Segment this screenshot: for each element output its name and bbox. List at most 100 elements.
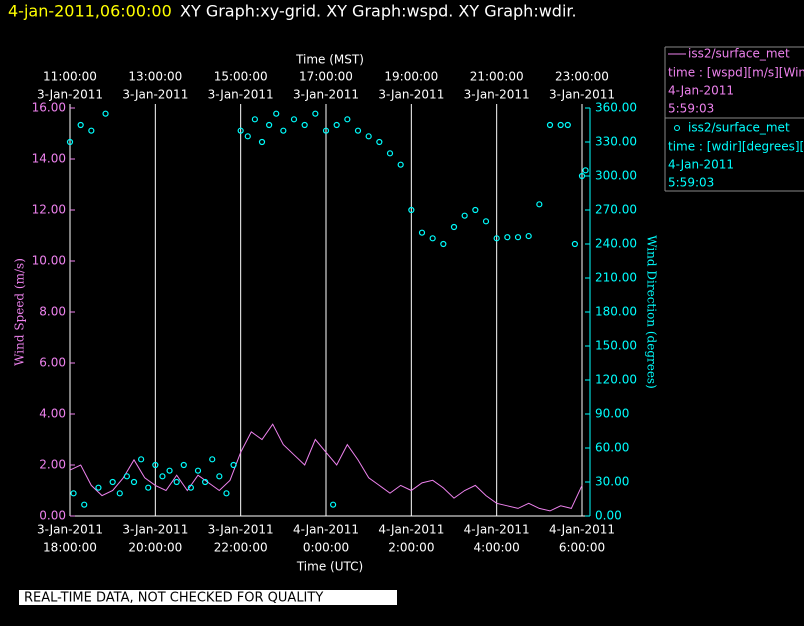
y2-tick-label: 300.00 bbox=[595, 169, 637, 183]
y-tick-label: 6.00 bbox=[39, 356, 66, 370]
y2-tick-label: 360.00 bbox=[595, 101, 637, 115]
wind-direction-point bbox=[440, 240, 447, 248]
wind-speed-line bbox=[69, 423, 583, 512]
y2-tick-label: 240.00 bbox=[595, 237, 637, 251]
wind-direction-point bbox=[209, 456, 216, 463]
footer: REAL-TIME DATA, NOT CHECKED FOR QUALITY bbox=[24, 591, 323, 606]
wind-direction-point bbox=[514, 234, 522, 241]
y2-tick-label: 150.00 bbox=[595, 339, 637, 353]
wind-direction-point bbox=[482, 218, 490, 225]
x-tick-label: 18:00:00 bbox=[43, 541, 97, 555]
x2-tick-label: 3-Jan-2011 bbox=[208, 88, 274, 102]
y2-tick-label: 30.00 bbox=[595, 475, 629, 489]
x2-tick-label: 23:00:00 bbox=[555, 70, 609, 84]
x-tick-label: 22:00:00 bbox=[214, 541, 268, 555]
legend-detail: time : [wdir][degrees][W bbox=[668, 140, 804, 154]
wind-direction-point bbox=[525, 232, 532, 240]
x2-tick-label: 15:00:00 bbox=[214, 70, 268, 84]
wind-direction-point bbox=[450, 223, 458, 231]
legend-detail: 5:59:03 bbox=[668, 102, 714, 116]
wind-direction-point bbox=[266, 121, 273, 129]
y-tick-label: 16.00 bbox=[32, 101, 66, 115]
x2-tick-label: 11:00:00 bbox=[43, 70, 97, 84]
legend-entry: iss2/surface_met bbox=[688, 47, 790, 61]
wind-direction-point bbox=[312, 110, 319, 117]
wind-direction-point bbox=[194, 467, 202, 474]
chart-title: 4-jan-2011,06:00:00 bbox=[8, 2, 172, 21]
y-tick-label: 4.00 bbox=[39, 407, 66, 421]
wind-direction-point bbox=[472, 206, 479, 214]
x-axis-label: Time (UTC) bbox=[296, 560, 363, 574]
wind-direction-point bbox=[582, 167, 589, 174]
wind-direction-point bbox=[386, 150, 394, 157]
wind-direction-point bbox=[152, 461, 159, 469]
y2-tick-label: 210.00 bbox=[595, 271, 637, 285]
x2-tick-label: 3-Jan-2011 bbox=[293, 88, 359, 102]
wind-direction-point bbox=[166, 467, 173, 474]
x-tick-label: 4:00:00 bbox=[474, 541, 520, 555]
wind-direction-point bbox=[557, 121, 564, 129]
wind-direction-point bbox=[244, 133, 251, 140]
wind-direction-point bbox=[536, 201, 543, 208]
wind-direction-point bbox=[546, 121, 554, 129]
wind-direction-point bbox=[258, 138, 266, 146]
wind-direction-point bbox=[280, 127, 287, 134]
x2-tick-label: 17:00:00 bbox=[299, 70, 353, 84]
wind-direction-point bbox=[493, 235, 500, 242]
wind-direction-point bbox=[173, 478, 180, 486]
wind-direction-point bbox=[408, 206, 415, 214]
legend-detail: 4-Jan-2011 bbox=[668, 84, 734, 98]
wind-direction-point bbox=[344, 116, 351, 123]
x-tick-label: 20:00:00 bbox=[128, 541, 182, 555]
wind-direction-point bbox=[95, 484, 102, 491]
legend-marker bbox=[674, 125, 680, 131]
x-tick-label: 4-Jan-2011 bbox=[293, 523, 359, 537]
x-tick-label: 6:00:00 bbox=[559, 541, 605, 555]
wind-direction-point bbox=[578, 172, 586, 180]
x2-tick-label: 3-Jan-2011 bbox=[37, 88, 103, 102]
x2-tick-label: 3-Jan-2011 bbox=[549, 88, 615, 102]
wind-direction-point bbox=[333, 121, 340, 129]
legend-detail: time : [wspd][m/s][Wind bbox=[668, 66, 804, 80]
x2-tick-label: 21:00:00 bbox=[470, 70, 524, 84]
wind-direction-point bbox=[564, 121, 571, 129]
wind-direction-point bbox=[273, 110, 280, 117]
x-tick-label: 3-Jan-2011 bbox=[208, 523, 274, 537]
wind-direction-point bbox=[102, 110, 109, 117]
wind-direction-point bbox=[571, 240, 578, 248]
wind-direction-point bbox=[429, 235, 436, 242]
wind-direction-point bbox=[418, 229, 426, 236]
y2-tick-label: 330.00 bbox=[595, 135, 637, 149]
legend-detail: 4-Jan-2011 bbox=[668, 158, 734, 172]
wind-direction-point bbox=[504, 234, 511, 241]
x2-tick-label: 3-Jan-2011 bbox=[464, 88, 530, 102]
wind-direction-point bbox=[216, 473, 223, 480]
x-tick-label: 4-Jan-2011 bbox=[378, 523, 444, 537]
x2-tick-label: 3-Jan-2011 bbox=[378, 88, 444, 102]
x-tick-label: 2:00:00 bbox=[388, 541, 434, 555]
x2-axis-label: Time (MST) bbox=[295, 53, 364, 67]
wind-direction-point bbox=[290, 116, 298, 123]
wind-direction-point bbox=[301, 121, 308, 129]
x-tick-label: 4-Jan-2011 bbox=[549, 523, 615, 537]
wind-direction-point bbox=[116, 490, 123, 497]
wind-direction-point bbox=[461, 212, 468, 219]
y2-tick-label: 120.00 bbox=[595, 373, 637, 387]
wind-direction-point bbox=[365, 133, 372, 140]
wind-direction-point bbox=[322, 127, 330, 134]
wind-direction-point bbox=[180, 461, 187, 469]
wind-direction-point bbox=[130, 478, 138, 486]
wind-direction-point bbox=[330, 501, 337, 508]
x-tick-label: 4-Jan-2011 bbox=[464, 523, 530, 537]
y2-tick-label: 90.00 bbox=[595, 407, 629, 421]
wind-direction-point bbox=[354, 127, 362, 134]
wind-direction-point bbox=[70, 490, 77, 497]
y-tick-label: 10.00 bbox=[32, 254, 66, 268]
y-tick-label: 14.00 bbox=[32, 152, 66, 166]
wind-direction-point bbox=[230, 461, 237, 469]
chart-subtitle: XY Graph:xy-grid. XY Graph:wspd. XY Grap… bbox=[180, 2, 577, 21]
legend-entry: iss2/surface_met bbox=[688, 121, 790, 135]
x2-tick-label: 3-Jan-2011 bbox=[122, 88, 188, 102]
